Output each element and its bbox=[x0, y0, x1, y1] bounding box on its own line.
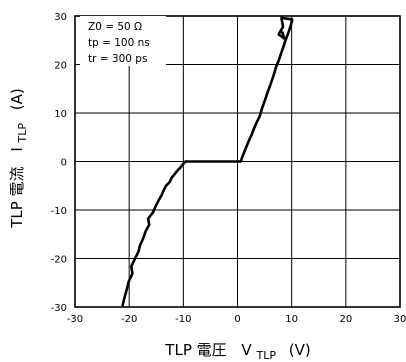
y-tick-label: 30 bbox=[54, 12, 67, 23]
y-axis-title-unit: (A) bbox=[8, 88, 26, 110]
y-tick-label: 10 bbox=[54, 109, 67, 120]
annotation-z0: Z0 = 50 Ω bbox=[88, 21, 142, 33]
x-axis-title: TLP 電圧 V TLP (V) bbox=[164, 341, 310, 362]
annotation-box bbox=[80, 16, 166, 66]
x-tick-label: 10 bbox=[285, 314, 298, 325]
annotation-tp: tp = 100 ns bbox=[88, 37, 150, 49]
x-tick-label: -10 bbox=[175, 314, 191, 325]
grid-lines bbox=[75, 16, 400, 307]
x-axis-title-symbol: V bbox=[241, 341, 252, 359]
annotation-tr: tr = 300 ps bbox=[88, 53, 147, 65]
y-axis-title-subscript: TLP bbox=[16, 123, 29, 144]
y-axis-title: TLP 電流 I TLP (A) bbox=[8, 88, 30, 229]
x-tick-label: 20 bbox=[339, 314, 352, 325]
x-tick-label: -20 bbox=[121, 314, 137, 325]
tlp-iv-curve bbox=[121, 16, 294, 307]
plot-frame bbox=[74, 15, 401, 308]
x-axis-title-subscript: TLP bbox=[255, 349, 276, 362]
y-tick-label: 0 bbox=[61, 158, 67, 169]
x-tick-label: 0 bbox=[234, 314, 240, 325]
y-tick-label: 20 bbox=[54, 61, 67, 72]
tick-labels: -30 -20 -10 0 10 20 30 -30 -20 -10 0 10 20 30 bbox=[51, 12, 406, 325]
y-tick-label: -10 bbox=[51, 206, 67, 217]
y-tick-label: -30 bbox=[51, 303, 67, 314]
y-axis-title-main: TLP 電流 bbox=[8, 166, 26, 228]
x-axis-title-main: TLP 電圧 bbox=[164, 341, 226, 359]
y-tick-label: -20 bbox=[51, 255, 67, 266]
x-tick-label: -30 bbox=[67, 314, 83, 325]
x-tick-label: 30 bbox=[394, 314, 406, 325]
iv-curve-line bbox=[121, 16, 294, 307]
x-axis-title-unit: (V) bbox=[289, 341, 311, 359]
y-axis-title-symbol: I bbox=[8, 147, 26, 151]
